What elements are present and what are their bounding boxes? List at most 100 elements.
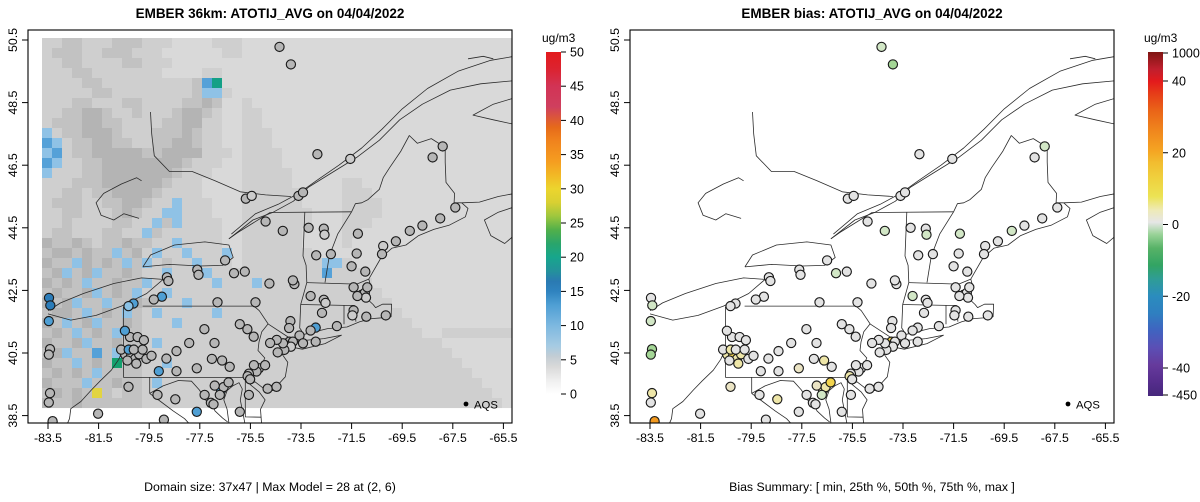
- aqs-station-marker: [1029, 152, 1040, 163]
- aqs-station-marker: [303, 222, 314, 233]
- svg-text:30: 30: [570, 182, 584, 196]
- aqs-station-marker: [285, 59, 297, 70]
- svg-text:50.5: 50.5: [6, 28, 20, 52]
- aqs-station-marker: [264, 278, 275, 289]
- aqs-station-marker: [755, 366, 766, 377]
- model-colorbar: ug/m3 0 5 10 15 20 25 30 35 40 45 50: [542, 31, 584, 402]
- svg-text:-65.5: -65.5: [489, 431, 517, 445]
- svg-text:-77.5: -77.5: [186, 431, 214, 445]
- aqs-station-marker: [361, 311, 372, 322]
- aqs-station-marker: [873, 381, 884, 392]
- aqs-station-marker: [899, 338, 911, 349]
- aqs-station-marker: [748, 350, 759, 361]
- svg-text:40.5: 40.5: [6, 341, 20, 365]
- aqs-station-marker: [786, 337, 797, 349]
- aqs-station-marker: [760, 414, 772, 423]
- aqs-station-marker: [850, 360, 862, 371]
- aqs-station-marker: [152, 389, 163, 401]
- aqs-station-marker: [163, 275, 174, 287]
- aqs-station-marker: [283, 322, 295, 334]
- aqs-station-marker: [848, 190, 859, 202]
- svg-text:46.5: 46.5: [6, 153, 20, 177]
- aqs-station-marker: [818, 355, 830, 366]
- aqs-station-marker: [949, 310, 960, 321]
- aqs-station-marker: [918, 307, 930, 319]
- aqs-station-marker: [348, 282, 359, 293]
- aqs-station-marker: [879, 225, 890, 237]
- aqs-station-marker: [845, 389, 857, 401]
- svg-text:-75.5: -75.5: [838, 431, 866, 445]
- aqs-station-marker: [209, 337, 220, 349]
- aqs-station-marker: [271, 381, 282, 392]
- aqs-station-marker: [836, 319, 847, 330]
- colorbar-units-label: ug/m3: [1144, 31, 1178, 45]
- aqs-station-marker: [954, 228, 966, 239]
- aqs-station-marker: [352, 228, 364, 239]
- aqs-station-marker: [305, 290, 316, 302]
- svg-text:44.5: 44.5: [6, 216, 20, 240]
- aqs-station-marker: [146, 350, 157, 361]
- plot-frame: [629, 29, 1115, 424]
- aqs-station-marker: [248, 360, 260, 371]
- svg-text:-65.5: -65.5: [1091, 431, 1119, 445]
- aqs-station-marker: [846, 374, 858, 385]
- aqs-station-marker: [725, 381, 736, 392]
- aqs-station-marker: [234, 406, 245, 417]
- aqs-station-marker: [362, 282, 373, 293]
- aqs-station-marker: [963, 311, 974, 322]
- svg-text:-450: -450: [1172, 389, 1197, 403]
- aqs-station-marker: [161, 353, 172, 364]
- aqs-station-marker: [950, 282, 961, 293]
- aqs-station-marker: [1006, 225, 1017, 237]
- aqs-station-marker: [92, 408, 104, 419]
- aqs-station-marker: [360, 266, 371, 277]
- svg-text:15: 15: [570, 285, 584, 299]
- aqs-station-marker: [347, 310, 358, 321]
- svg-text:-79.5: -79.5: [135, 431, 163, 445]
- aqs-station-marker: [153, 366, 164, 377]
- aqs-station-marker: [212, 297, 223, 308]
- svg-text:48.5: 48.5: [6, 90, 20, 114]
- svg-text:-73.5: -73.5: [889, 431, 917, 445]
- svg-text:-79.5: -79.5: [737, 431, 765, 445]
- aqs-station-marker: [962, 292, 974, 303]
- aqs-station-marker: [1037, 213, 1048, 224]
- svg-text:38.5: 38.5: [6, 403, 20, 427]
- aqs-station-marker: [649, 416, 660, 423]
- aqs-station-marker: [933, 320, 945, 332]
- aqs-station-marker: [404, 225, 415, 237]
- bias-map-area: [645, 41, 1114, 423]
- svg-text:-73.5: -73.5: [287, 431, 315, 445]
- aqs-station-marker: [43, 315, 54, 327]
- svg-text:-69.5: -69.5: [388, 431, 416, 445]
- aqs-station-marker: [138, 335, 150, 346]
- aqs-station-marker: [962, 266, 973, 277]
- aqs-station-marker: [866, 337, 878, 349]
- aqs-station-marker: [992, 236, 1004, 247]
- aqs-station-marker: [889, 275, 901, 286]
- aqs-station-marker: [811, 380, 822, 391]
- left-panel-caption: Domain size: 37x47 | Max Model = 28 at (…: [0, 449, 540, 502]
- svg-text:-69.5: -69.5: [990, 431, 1018, 445]
- aqs-station-marker: [274, 41, 285, 53]
- aqs-station-marker: [852, 297, 863, 308]
- svg-text:46.5: 46.5: [608, 153, 622, 177]
- x-axis-longitude: -83.5 -81.5 -79.5 -77.5 -75.5 -73.5 -71.5 -69.5…: [636, 423, 1120, 445]
- aqs-station-marker: [191, 406, 202, 417]
- svg-text:45: 45: [570, 80, 584, 94]
- aqs-station-marker: [248, 331, 259, 342]
- aqs-station-marker: [170, 394, 181, 405]
- aqs-station-marker: [825, 377, 836, 388]
- right-panel-caption: Bias Summary: [ min, 25th %, 50th %, 75t…: [602, 449, 1142, 502]
- aqs-station-marker: [913, 250, 924, 261]
- aqs-station-marker: [242, 324, 253, 335]
- aqs-station-marker: [214, 389, 225, 401]
- aqs-station-marker: [137, 344, 148, 355]
- svg-text:-67.5: -67.5: [1041, 431, 1069, 445]
- aqs-station-marker: [866, 278, 877, 289]
- aqs-station-marker: [645, 349, 656, 360]
- svg-text:40: 40: [1172, 75, 1186, 89]
- domain-size-text: Domain size: 37x47 | Max Model = 28 at (…: [144, 480, 396, 494]
- aqs-station-marker: [927, 248, 939, 260]
- aqs-legend-label: AQS: [474, 400, 498, 412]
